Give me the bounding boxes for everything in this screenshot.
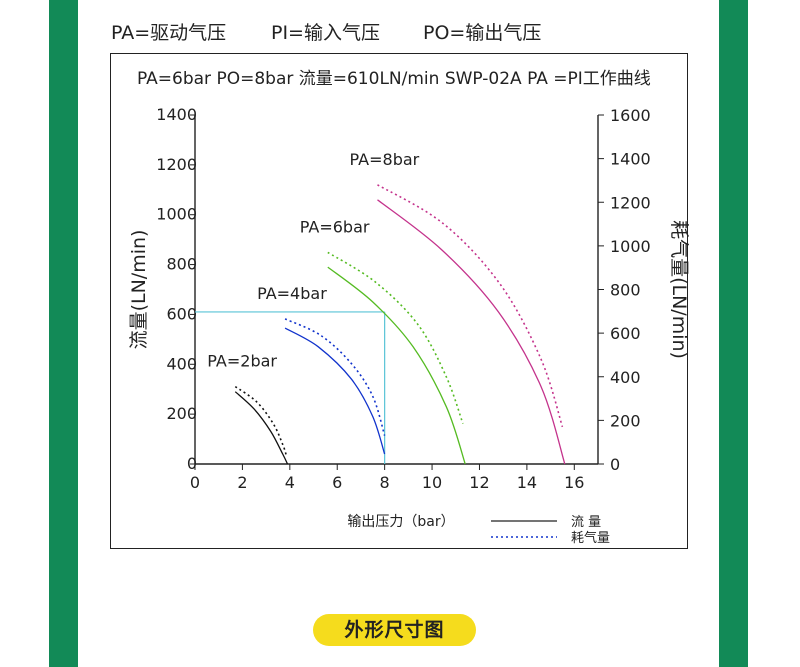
legend-flow-label: 流 量 [571, 515, 601, 530]
y-tick-label: 1200 [156, 155, 197, 174]
legend-consumption-label: 耗气量 [571, 530, 610, 546]
x-tick-label: 16 [564, 473, 584, 492]
x-tick-label: 0 [190, 473, 200, 492]
x-tick-label: 14 [517, 473, 537, 492]
series-label-pa-2bar: PA=2bar [207, 352, 277, 371]
chart-frame: PA=6bar PO=8bar 流量=610LN/min SWP-02A PA … [110, 53, 689, 549]
y2-tick-label: 600 [610, 324, 641, 343]
x-tick-label: 8 [380, 473, 390, 492]
y-tick-label: 600 [166, 304, 197, 323]
y2-tick-label: 0 [610, 455, 620, 474]
series-label-pa-4bar: PA=4bar [257, 284, 327, 303]
x-tick-label: 10 [422, 473, 442, 492]
y2-tick-label: 800 [610, 281, 641, 300]
flow-line-pa-2bar [234, 391, 289, 465]
y2-tick-label: 400 [610, 368, 641, 387]
left-stripe [49, 0, 78, 667]
x-tick-label: 2 [237, 473, 247, 492]
y-tick-label: 1000 [156, 205, 197, 224]
definition-pi: PI=输入气压 [271, 22, 380, 44]
flow-line-pa-4bar [284, 327, 386, 455]
y-tick-label: 200 [166, 404, 197, 423]
y-tick-label: 0 [187, 454, 197, 473]
y-tick-label: 1400 [156, 105, 197, 124]
y2-tick-label: 1200 [610, 193, 651, 212]
series-label-pa-6bar: PA=6bar [300, 217, 370, 236]
consumption-line-pa-4bar [284, 318, 386, 436]
y2-tick-label: 1400 [610, 150, 651, 169]
y2-axis-label: 耗气量(LN/min) [668, 220, 689, 359]
y-tick-label: 400 [166, 354, 197, 373]
y2-tick-label: 1600 [610, 106, 651, 125]
consumption-line-pa-2bar [234, 385, 288, 456]
definition-pa: PA=驱动气压 [111, 22, 227, 44]
x-tick-label: 4 [285, 473, 295, 492]
y-axis-label: 流量(LN/min) [128, 230, 150, 350]
flow-line-pa-8bar [377, 199, 566, 465]
section-badge: 外形尺寸图 [313, 614, 476, 646]
flow-chart: PA=6bar PO=8bar 流量=610LN/min SWP-02A PA … [128, 69, 689, 546]
y2-tick-label: 200 [610, 411, 641, 430]
flow-line-pa-6bar [327, 266, 466, 465]
chart-title: PA=6bar PO=8bar 流量=610LN/min SWP-02A PA … [137, 69, 651, 89]
y2-tick-label: 1000 [610, 237, 651, 256]
definition-po: PO=输出气压 [423, 22, 542, 44]
y-tick-label: 800 [166, 255, 197, 274]
consumption-line-pa-6bar [327, 251, 464, 424]
x-axis-label: 输出压力（bar） [347, 514, 454, 530]
x-tick-label: 6 [332, 473, 342, 492]
pressure-definitions: PA=驱动气压 PI=输入气压 PO=输出气压 [111, 18, 671, 48]
series-label-pa-8bar: PA=8bar [350, 150, 420, 169]
right-stripe [719, 0, 748, 667]
consumption-line-pa-8bar [377, 184, 564, 428]
x-tick-label: 12 [469, 473, 489, 492]
